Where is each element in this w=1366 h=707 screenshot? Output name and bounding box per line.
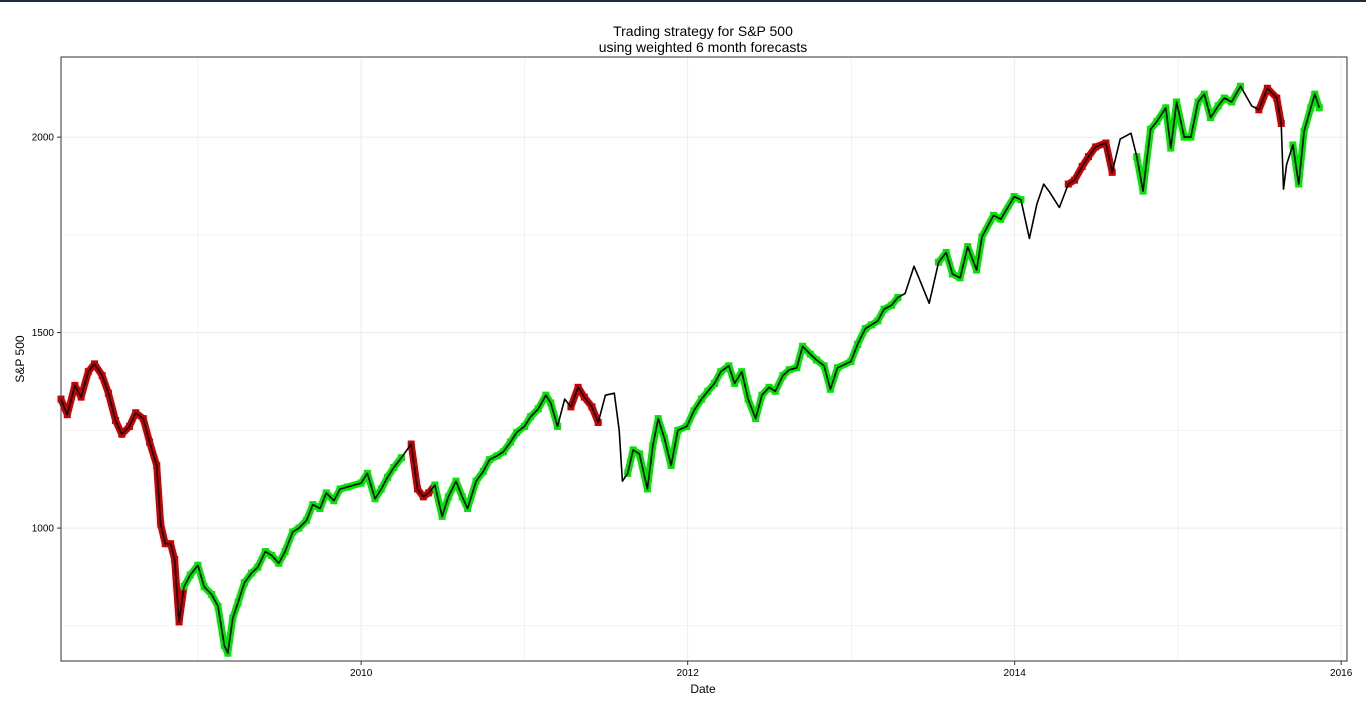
buy-signal-point <box>1315 104 1323 112</box>
x-axis-title: Date <box>690 682 716 696</box>
y-tick-label: 2000 <box>32 133 55 144</box>
sell-signal-band <box>57 360 188 626</box>
sp500-price-line <box>60 85 1321 655</box>
buy-signal-band <box>180 454 405 657</box>
x-tick-label: 2012 <box>677 668 700 679</box>
tick-layer: 2010 2012 2014 2016 1000 1500 2000 <box>32 133 1353 679</box>
x-tick-label: 2014 <box>1004 668 1027 679</box>
grid-layer <box>61 57 1347 661</box>
y-axis-title: S&P 500 <box>13 335 27 382</box>
y-tick-label: 1500 <box>32 328 55 339</box>
x-tick-label: 2016 <box>1330 668 1353 679</box>
price-line-layer <box>60 85 1321 655</box>
y-tick-label: 1000 <box>32 524 55 535</box>
x-tick-label: 2010 <box>350 668 373 679</box>
chart-title: Trading strategy for S&P 500 <box>613 23 793 39</box>
plot-panel-border <box>60 56 1348 662</box>
signal-layer <box>57 82 1323 657</box>
chart-subtitle: using weighted 6 month forecasts <box>599 39 808 55</box>
window-top-bar <box>0 0 1366 2</box>
